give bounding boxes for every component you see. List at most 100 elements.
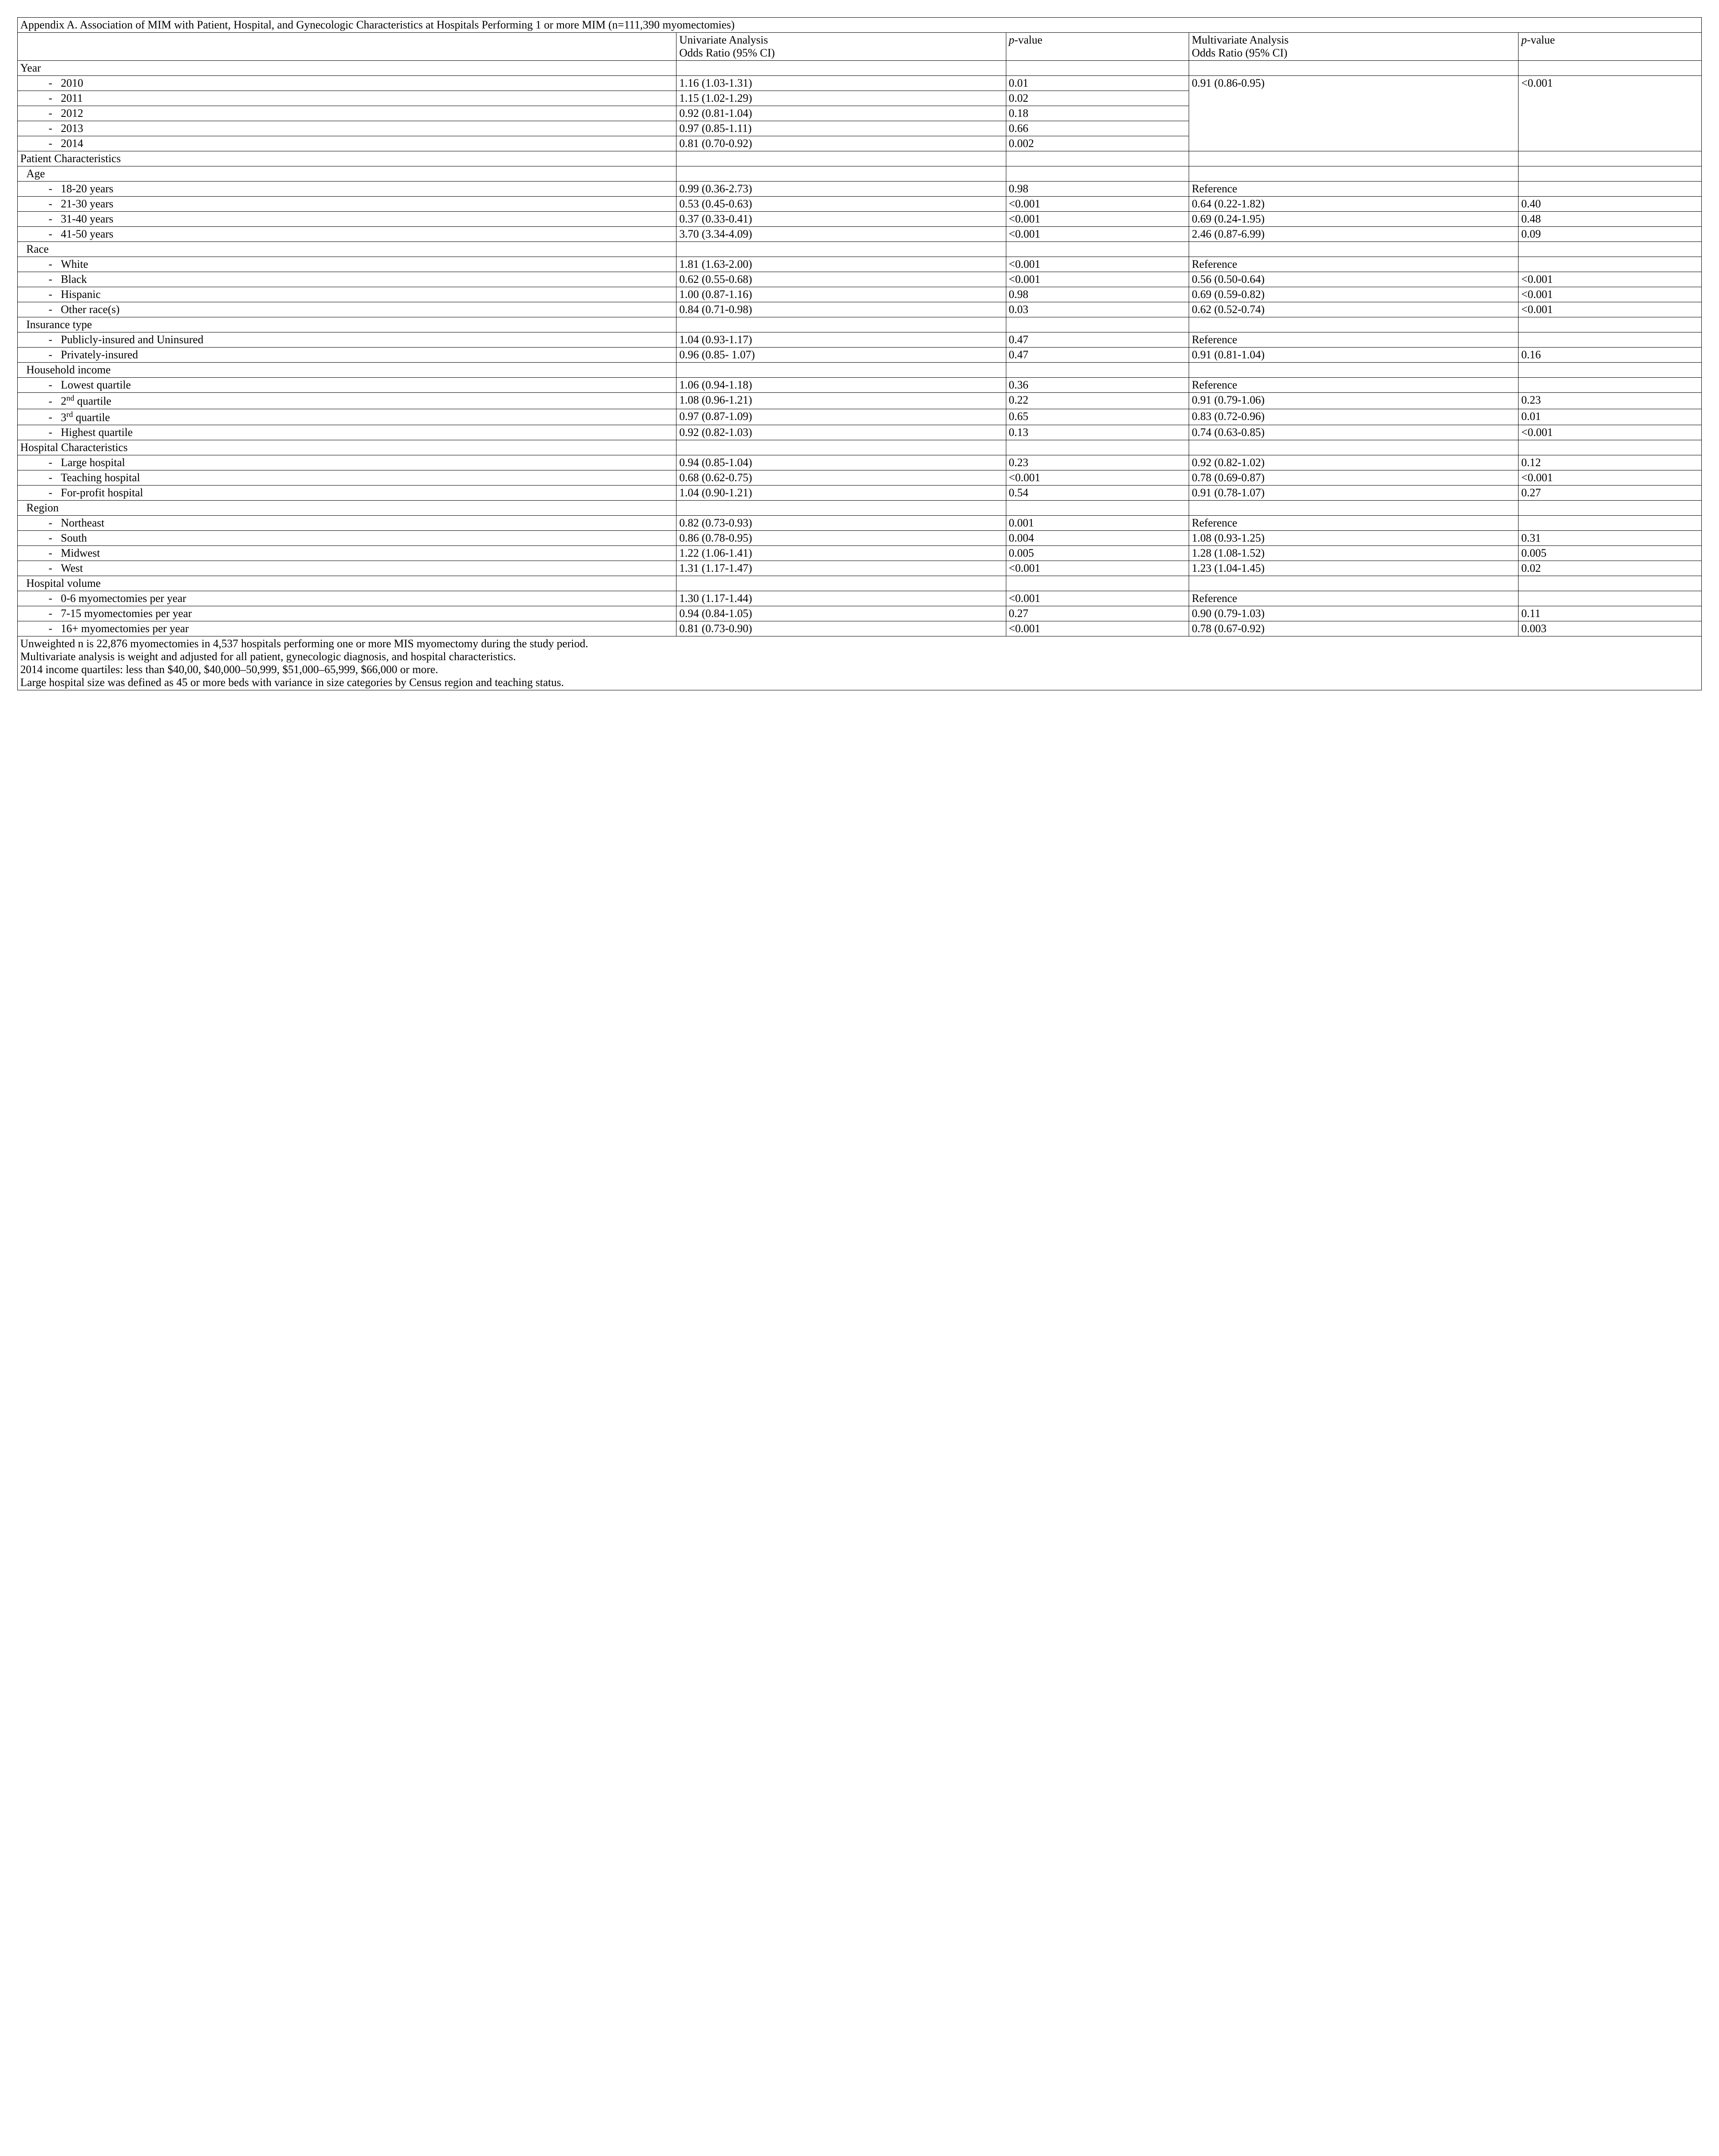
- age-p2: 0.40: [1519, 197, 1702, 212]
- insurance-p2: 0.16: [1519, 348, 1702, 363]
- race-p1: <0.001: [1006, 257, 1189, 272]
- region-p1: 0.001: [1006, 516, 1189, 531]
- race-label: White: [18, 257, 676, 272]
- race-p1: <0.001: [1006, 272, 1189, 287]
- race-uni: 0.84 (0.71-0.98): [676, 302, 1006, 317]
- race-multi: 0.69 (0.59-0.82): [1189, 287, 1519, 302]
- age-p1: <0.001: [1006, 227, 1189, 242]
- section-patient: Patient Characteristics: [18, 151, 676, 166]
- region-p2: 0.02: [1519, 561, 1702, 576]
- age-label: 31-40 years: [18, 212, 676, 227]
- year-label: 2014: [18, 136, 676, 151]
- volume-p1: <0.001: [1006, 591, 1189, 606]
- subheader-volume: Hospital volume: [18, 576, 676, 591]
- hospital-p1: 0.54: [1006, 486, 1189, 501]
- income-multi: 0.74 (0.63-0.85): [1189, 425, 1519, 440]
- year-uni: 0.92 (0.81-1.04): [676, 106, 1006, 121]
- volume-p1: <0.001: [1006, 621, 1189, 636]
- race-multi: Reference: [1189, 257, 1519, 272]
- year-p2: <0.001: [1519, 76, 1702, 151]
- region-p1: 0.004: [1006, 531, 1189, 546]
- hospital-label: For-profit hospital: [18, 486, 676, 501]
- header-blank: [18, 33, 676, 61]
- age-label: 18-20 years: [18, 182, 676, 197]
- region-p2: [1519, 516, 1702, 531]
- region-p1: 0.005: [1006, 546, 1189, 561]
- insurance-label: Publicly-insured and Uninsured: [18, 332, 676, 348]
- income-p1: 0.65: [1006, 409, 1189, 425]
- race-p1: 0.03: [1006, 302, 1189, 317]
- insurance-multi: Reference: [1189, 332, 1519, 348]
- region-uni: 1.31 (1.17-1.47): [676, 561, 1006, 576]
- hospital-multi: 0.91 (0.78-1.07): [1189, 486, 1519, 501]
- income-uni: 1.06 (0.94-1.18): [676, 378, 1006, 393]
- volume-p2: [1519, 591, 1702, 606]
- hospital-label: Teaching hospital: [18, 470, 676, 486]
- hospital-uni: 0.94 (0.85-1.04): [676, 455, 1006, 470]
- volume-uni: 0.94 (0.84-1.05): [676, 606, 1006, 621]
- header-univariate: Univariate AnalysisOdds Ratio (95% CI): [676, 33, 1006, 61]
- header-pvalue-2: p-value: [1519, 33, 1702, 61]
- race-p2: <0.001: [1519, 272, 1702, 287]
- insurance-uni: 1.04 (0.93-1.17): [676, 332, 1006, 348]
- year-label: 2013: [18, 121, 676, 136]
- age-multi: Reference: [1189, 182, 1519, 197]
- age-p2: 0.09: [1519, 227, 1702, 242]
- age-p2: 0.48: [1519, 212, 1702, 227]
- age-multi: 0.69 (0.24-1.95): [1189, 212, 1519, 227]
- race-p2: <0.001: [1519, 302, 1702, 317]
- age-multi: 0.64 (0.22-1.82): [1189, 197, 1519, 212]
- year-uni: 1.15 (1.02-1.29): [676, 91, 1006, 106]
- table-footnote: Unweighted n is 22,876 myomectomies in 4…: [18, 636, 1702, 690]
- region-uni: 0.86 (0.78-0.95): [676, 531, 1006, 546]
- race-label: Hispanic: [18, 287, 676, 302]
- income-multi: 0.91 (0.79-1.06): [1189, 393, 1519, 409]
- race-label: Other race(s): [18, 302, 676, 317]
- age-multi: 2.46 (0.87-6.99): [1189, 227, 1519, 242]
- year-p1: 0.02: [1006, 91, 1189, 106]
- region-label: West: [18, 561, 676, 576]
- section-hospital: Hospital Characteristics: [18, 440, 676, 455]
- region-multi: 1.23 (1.04-1.45): [1189, 561, 1519, 576]
- race-uni: 1.81 (1.63-2.00): [676, 257, 1006, 272]
- region-p1: <0.001: [1006, 561, 1189, 576]
- region-multi: 1.28 (1.08-1.52): [1189, 546, 1519, 561]
- hospital-multi: 0.92 (0.82-1.02): [1189, 455, 1519, 470]
- volume-p2: 0.003: [1519, 621, 1702, 636]
- volume-p2: 0.11: [1519, 606, 1702, 621]
- year-p1: 0.002: [1006, 136, 1189, 151]
- hospital-p2: <0.001: [1519, 470, 1702, 486]
- insurance-uni: 0.96 (0.85- 1.07): [676, 348, 1006, 363]
- race-p1: 0.98: [1006, 287, 1189, 302]
- age-label: 41-50 years: [18, 227, 676, 242]
- income-label: 3rd quartile: [18, 409, 676, 425]
- header-multivariate: Multivariate AnalysisOdds Ratio (95% CI): [1189, 33, 1519, 61]
- region-label: Northeast: [18, 516, 676, 531]
- year-p1: 0.18: [1006, 106, 1189, 121]
- region-uni: 0.82 (0.73-0.93): [676, 516, 1006, 531]
- race-multi: 0.62 (0.52-0.74): [1189, 302, 1519, 317]
- age-label: 21-30 years: [18, 197, 676, 212]
- year-uni: 0.97 (0.85-1.11): [676, 121, 1006, 136]
- year-p1: 0.01: [1006, 76, 1189, 91]
- insurance-p1: 0.47: [1006, 348, 1189, 363]
- subheader-region: Region: [18, 501, 676, 516]
- region-label: South: [18, 531, 676, 546]
- hospital-uni: 0.68 (0.62-0.75): [676, 470, 1006, 486]
- income-label: Highest quartile: [18, 425, 676, 440]
- subheader-income: Household income: [18, 363, 676, 378]
- insurance-p2: [1519, 332, 1702, 348]
- income-p1: 0.22: [1006, 393, 1189, 409]
- region-p2: 0.005: [1519, 546, 1702, 561]
- insurance-label: Privately-insured: [18, 348, 676, 363]
- age-uni: 0.53 (0.45-0.63): [676, 197, 1006, 212]
- volume-multi: 0.78 (0.67-0.92): [1189, 621, 1519, 636]
- region-p2: 0.31: [1519, 531, 1702, 546]
- race-uni: 0.62 (0.55-0.68): [676, 272, 1006, 287]
- income-label: Lowest quartile: [18, 378, 676, 393]
- volume-label: 7-15 myomectomies per year: [18, 606, 676, 621]
- income-uni: 0.92 (0.82-1.03): [676, 425, 1006, 440]
- volume-p1: 0.27: [1006, 606, 1189, 621]
- year-uni: 0.81 (0.70-0.92): [676, 136, 1006, 151]
- region-multi: Reference: [1189, 516, 1519, 531]
